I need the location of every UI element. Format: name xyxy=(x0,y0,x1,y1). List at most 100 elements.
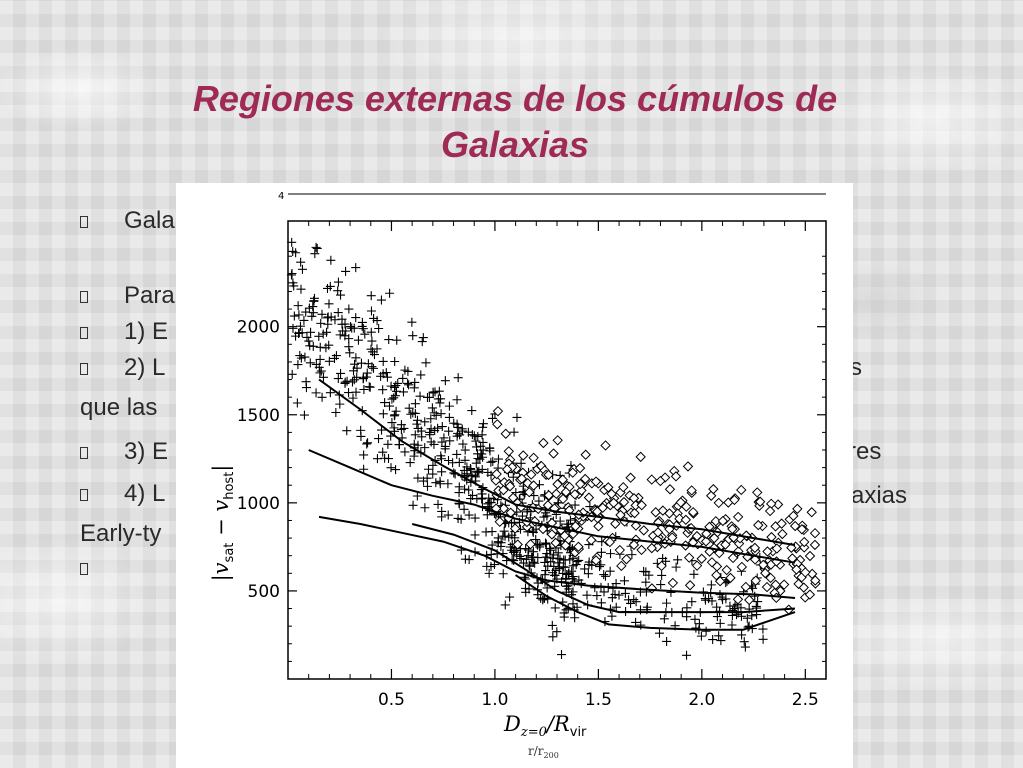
data-point-plus xyxy=(457,424,467,434)
data-point-diamond xyxy=(687,506,699,518)
data-point-diamond xyxy=(776,518,787,529)
data-point-plus xyxy=(425,430,435,440)
data-point-plus xyxy=(716,636,726,646)
data-point-plus xyxy=(427,403,437,413)
data-point-plus xyxy=(599,570,609,580)
data-point-plus xyxy=(452,395,462,405)
data-point-plus xyxy=(389,423,399,433)
data-point-plus xyxy=(662,636,672,646)
data-point-diamond xyxy=(709,532,720,544)
data-point-diamond xyxy=(765,572,776,584)
data-point-plus xyxy=(417,432,427,442)
data-point-diamond xyxy=(498,503,509,514)
data-point-plus xyxy=(338,326,348,336)
data-point-diamond xyxy=(804,550,816,562)
data-point-diamond xyxy=(585,534,597,546)
data-point-plus xyxy=(727,620,737,630)
data-point-diamond xyxy=(789,520,801,532)
data-point-plus xyxy=(439,433,449,443)
data-point-plus xyxy=(409,439,419,449)
data-point-plus xyxy=(337,319,347,329)
data-point-plus xyxy=(308,341,318,351)
data-point-plus xyxy=(478,445,488,455)
data-point-plus xyxy=(308,308,318,318)
data-point-diamond xyxy=(580,449,591,460)
data-point-plus xyxy=(299,315,309,325)
data-point-diamond xyxy=(798,542,810,553)
data-point-plus xyxy=(412,415,422,425)
data-point-plus xyxy=(750,591,760,601)
data-point-plus xyxy=(323,313,333,323)
data-point-plus xyxy=(631,597,641,607)
bullet-icon xyxy=(80,327,88,343)
data-point-plus xyxy=(742,613,752,623)
data-point-plus xyxy=(659,614,669,624)
data-point-plus xyxy=(367,336,377,346)
data-point-diamond xyxy=(569,489,581,500)
data-point-plus xyxy=(596,598,606,608)
data-point-plus xyxy=(572,557,582,567)
data-point-diamond xyxy=(710,515,722,527)
data-point-plus xyxy=(460,445,470,455)
data-point-plus xyxy=(558,568,568,578)
data-point-plus xyxy=(436,394,446,404)
data-point-plus xyxy=(574,555,584,565)
bullet-text-6-right: axias xyxy=(851,482,908,509)
y-axis-label: |vsat − vhost| xyxy=(209,465,237,582)
data-point-plus xyxy=(311,388,321,398)
data-point-plus xyxy=(428,460,438,470)
data-point-plus xyxy=(366,327,376,337)
data-point-plus xyxy=(365,382,375,392)
data-point-diamond xyxy=(593,521,604,532)
bullet-icon xyxy=(80,216,88,232)
data-point-diamond xyxy=(770,579,781,590)
data-point-plus xyxy=(456,514,466,524)
data-point-diamond xyxy=(778,579,790,590)
data-point-diamond xyxy=(550,537,561,549)
x-tick-label: 2.0 xyxy=(688,690,715,710)
data-point-diamond xyxy=(754,496,766,507)
data-point-diamond xyxy=(600,440,611,451)
data-point-plus xyxy=(546,545,556,555)
data-point-plus xyxy=(689,569,699,579)
data-point-plus xyxy=(324,340,334,350)
data-point-diamond xyxy=(524,486,535,498)
data-point-plus xyxy=(288,278,298,288)
data-point-plus xyxy=(362,439,372,449)
data-point-plus xyxy=(541,538,551,548)
data-point-plus xyxy=(469,431,479,441)
data-point-plus xyxy=(661,556,671,566)
data-point-plus xyxy=(486,498,496,508)
data-point-plus xyxy=(394,440,404,450)
data-point-diamond xyxy=(543,469,554,481)
data-point-plus xyxy=(412,491,422,501)
data-point-plus xyxy=(454,482,464,492)
data-point-diamond xyxy=(727,523,738,535)
data-point-plus xyxy=(408,331,418,341)
data-point-plus xyxy=(620,588,630,598)
data-point-diamond xyxy=(575,478,586,490)
data-point-plus xyxy=(639,566,649,576)
data-point-plus xyxy=(448,458,458,468)
data-point-plus xyxy=(398,387,408,397)
data-point-diamond xyxy=(713,497,724,509)
data-point-plus xyxy=(496,541,506,551)
data-point-diamond xyxy=(628,539,640,551)
data-point-plus xyxy=(467,406,477,416)
data-point-plus xyxy=(725,601,735,611)
data-point-plus xyxy=(366,306,376,316)
data-point-plus xyxy=(359,450,369,460)
data-point-plus xyxy=(299,410,309,420)
data-point-diamond xyxy=(490,475,502,486)
data-point-plus xyxy=(682,603,692,613)
data-point-plus xyxy=(471,436,481,446)
data-point-plus xyxy=(389,393,399,403)
data-point-plus xyxy=(700,595,710,605)
data-point-diamond xyxy=(762,546,773,557)
data-point-diamond xyxy=(525,539,536,550)
data-point-diamond xyxy=(752,487,763,498)
data-point-diamond xyxy=(733,538,745,549)
data-point-plus xyxy=(682,612,692,622)
data-point-plus xyxy=(433,499,443,509)
data-point-diamond xyxy=(557,493,569,505)
